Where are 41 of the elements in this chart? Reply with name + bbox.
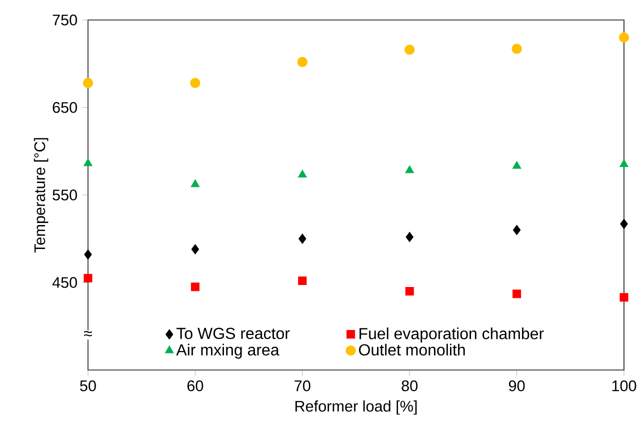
- x-tick-label: 60: [187, 380, 204, 392]
- point: [404, 44, 415, 55]
- point: [298, 170, 307, 178]
- point: [512, 44, 522, 54]
- legend-label: To WGS reactor: [176, 328, 290, 340]
- x-tick-label: 50: [80, 380, 96, 392]
- point: [84, 158, 92, 166]
- x-tick-label: 80: [402, 380, 418, 392]
- x-tick-label: 70: [294, 380, 310, 392]
- point: [512, 290, 522, 298]
- annotation: ≈: [84, 331, 92, 336]
- point: [405, 286, 414, 296]
- point: [298, 234, 306, 244]
- point: [190, 282, 200, 292]
- point: [190, 179, 200, 188]
- point: [620, 218, 628, 229]
- point: [512, 224, 521, 236]
- point: [406, 232, 414, 242]
- point: [620, 293, 628, 302]
- point: [618, 32, 630, 43]
- point: [297, 56, 308, 68]
- point: [190, 78, 200, 88]
- point: [84, 249, 92, 260]
- y-axis-title: Temperature [°C]: [34, 138, 48, 253]
- point: [191, 244, 200, 254]
- x-tick-label: 90: [508, 380, 525, 392]
- y-tick-label: 450: [52, 277, 77, 288]
- y-tick-label: 650: [52, 102, 77, 113]
- x-axis-title: Reformer load [%]: [295, 400, 417, 415]
- x-tick-label: 100: [612, 380, 636, 392]
- legend-label: Air mxing area: [176, 344, 280, 359]
- point: [512, 161, 522, 169]
- point: [82, 78, 94, 88]
- legend-label: Fuel evaporation chamber: [360, 328, 544, 342]
- point: [620, 159, 628, 168]
- point: [84, 274, 92, 282]
- point: [298, 276, 307, 286]
- point: [405, 165, 414, 174]
- y-tick-label: 750: [52, 14, 77, 26]
- legend-label: Outlet monolith: [358, 344, 465, 356]
- y-tick-label: 550: [52, 190, 77, 200]
